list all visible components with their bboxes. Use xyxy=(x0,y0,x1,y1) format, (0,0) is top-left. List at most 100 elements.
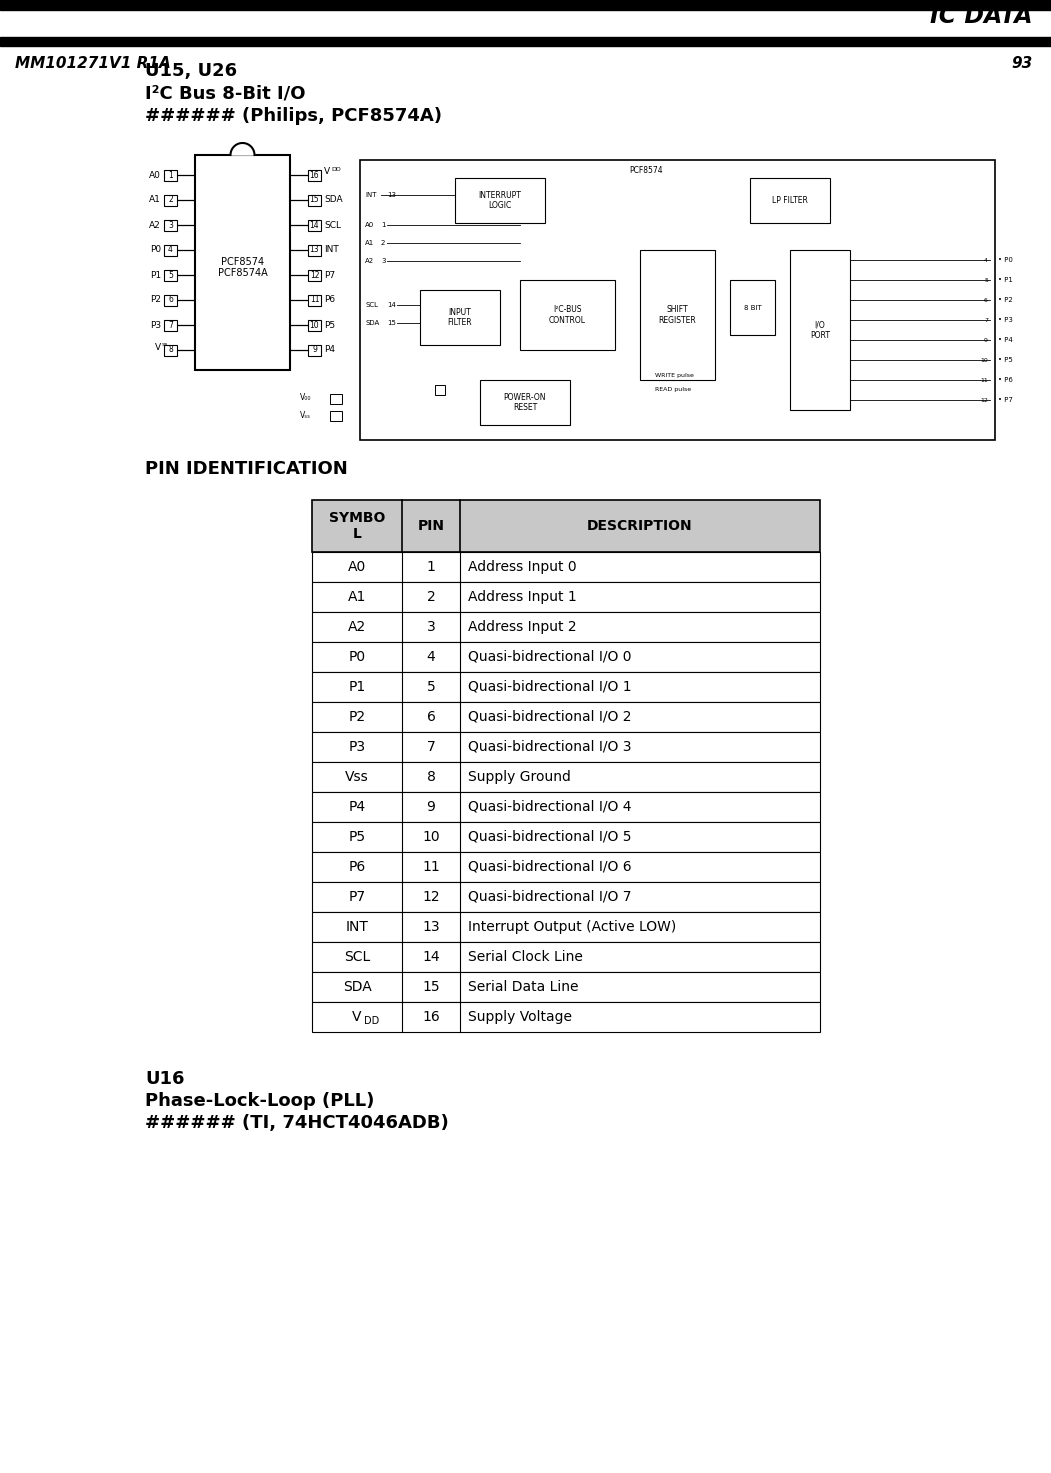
Text: 15: 15 xyxy=(423,980,439,994)
Bar xyxy=(312,822,820,851)
Text: 10: 10 xyxy=(981,358,988,362)
Text: A0: A0 xyxy=(365,222,374,228)
Text: 13: 13 xyxy=(423,921,439,934)
Bar xyxy=(360,161,995,440)
Text: Quasi-bidrectional I/O 4: Quasi-bidrectional I/O 4 xyxy=(468,800,632,815)
Text: 93: 93 xyxy=(1012,56,1033,71)
Text: Supply Voltage: Supply Voltage xyxy=(468,1010,572,1024)
Text: I²C Bus 8-Bit I/O: I²C Bus 8-Bit I/O xyxy=(145,84,306,102)
Text: V: V xyxy=(352,1010,362,1024)
Text: 8 BIT: 8 BIT xyxy=(744,305,761,311)
Text: • P4: • P4 xyxy=(998,337,1013,343)
Text: 6: 6 xyxy=(427,710,435,725)
Text: Quasi-bidrectional I/O 5: Quasi-bidrectional I/O 5 xyxy=(468,829,632,844)
Bar xyxy=(308,295,321,305)
Text: 2: 2 xyxy=(382,240,386,246)
Text: • P7: • P7 xyxy=(998,398,1013,404)
Text: 4: 4 xyxy=(168,246,173,255)
Text: SHIFT
REGISTER: SHIFT REGISTER xyxy=(659,305,697,324)
Text: 9: 9 xyxy=(312,346,317,355)
Text: DESCRIPTION: DESCRIPTION xyxy=(588,518,693,533)
Text: 13: 13 xyxy=(310,246,320,255)
Bar xyxy=(312,672,820,703)
Text: Address Input 2: Address Input 2 xyxy=(468,620,577,633)
Text: SDA: SDA xyxy=(343,980,371,994)
Text: P0: P0 xyxy=(349,650,366,664)
Text: 1: 1 xyxy=(382,222,386,228)
Text: PCF8574: PCF8574 xyxy=(628,166,662,175)
Text: A0: A0 xyxy=(348,560,366,574)
Bar xyxy=(308,345,321,355)
Text: P6: P6 xyxy=(324,296,335,305)
Bar xyxy=(312,732,820,762)
Text: P7: P7 xyxy=(324,271,335,280)
Text: • P5: • P5 xyxy=(998,356,1013,362)
Text: P4: P4 xyxy=(324,346,335,355)
Text: WRITE pulse: WRITE pulse xyxy=(655,373,694,377)
Text: PIN: PIN xyxy=(417,518,445,533)
Bar xyxy=(640,250,715,380)
Text: V: V xyxy=(154,343,161,352)
Bar xyxy=(312,642,820,672)
Text: Serial Data Line: Serial Data Line xyxy=(468,980,578,994)
Bar xyxy=(164,219,177,230)
Text: Address Input 0: Address Input 0 xyxy=(468,560,577,574)
Text: Quasi-bidrectional I/O 3: Quasi-bidrectional I/O 3 xyxy=(468,739,632,754)
Text: • P1: • P1 xyxy=(998,277,1013,283)
Bar xyxy=(308,169,321,181)
Text: 8: 8 xyxy=(168,346,172,355)
Text: DD: DD xyxy=(331,166,341,172)
Polygon shape xyxy=(230,143,254,155)
Text: I²C-BUS
CONTROL: I²C-BUS CONTROL xyxy=(549,305,586,324)
Text: INT: INT xyxy=(324,246,338,255)
Bar xyxy=(312,611,820,642)
Text: SDA: SDA xyxy=(365,320,379,326)
Text: ss: ss xyxy=(162,342,168,348)
Text: 8: 8 xyxy=(427,770,435,784)
Bar xyxy=(730,280,775,334)
Text: Quasi-bidrectional I/O 2: Quasi-bidrectional I/O 2 xyxy=(468,710,632,725)
Bar xyxy=(164,320,177,330)
Text: 2: 2 xyxy=(427,591,435,604)
Text: Vₛₛ: Vₛₛ xyxy=(300,411,311,420)
Text: P0: P0 xyxy=(150,246,161,255)
Bar xyxy=(312,582,820,611)
Text: SDA: SDA xyxy=(324,196,343,205)
Bar xyxy=(312,552,820,582)
Text: 7: 7 xyxy=(168,321,173,330)
Bar xyxy=(164,295,177,305)
Text: INTERRUPT
LOGIC: INTERRUPT LOGIC xyxy=(478,191,521,211)
Text: A1: A1 xyxy=(348,591,366,604)
Bar xyxy=(164,245,177,255)
Text: 10: 10 xyxy=(423,829,439,844)
Text: MM101271V1 R1A: MM101271V1 R1A xyxy=(15,56,170,71)
Bar xyxy=(164,169,177,181)
Text: Phase-Lock-Loop (PLL): Phase-Lock-Loop (PLL) xyxy=(145,1091,374,1111)
Text: 12: 12 xyxy=(981,398,988,402)
Text: Vss: Vss xyxy=(345,770,369,784)
Text: • P6: • P6 xyxy=(998,377,1013,383)
Text: 14: 14 xyxy=(423,950,439,963)
Bar xyxy=(330,411,342,421)
Text: SCL: SCL xyxy=(365,302,378,308)
Bar xyxy=(435,384,445,395)
Text: A1: A1 xyxy=(149,196,161,205)
Text: Quasi-bidrectional I/O 0: Quasi-bidrectional I/O 0 xyxy=(468,650,632,664)
Text: 1: 1 xyxy=(168,171,172,180)
Text: Quasi-bidrectional I/O 6: Quasi-bidrectional I/O 6 xyxy=(468,860,632,873)
Text: • P0: • P0 xyxy=(998,256,1013,264)
Text: A2: A2 xyxy=(348,620,366,633)
Text: P1: P1 xyxy=(348,681,366,694)
Text: ###### (Philips, PCF8574A): ###### (Philips, PCF8574A) xyxy=(145,108,442,125)
Text: 15: 15 xyxy=(310,196,320,205)
Text: ###### (TI, 74HCT4046ADB): ###### (TI, 74HCT4046ADB) xyxy=(145,1114,449,1131)
Bar xyxy=(0,37,1051,46)
Bar xyxy=(312,943,820,972)
Text: P2: P2 xyxy=(349,710,366,725)
Text: 7: 7 xyxy=(427,739,435,754)
Text: PIN IDENTIFICATION: PIN IDENTIFICATION xyxy=(145,460,348,479)
Bar xyxy=(195,155,290,370)
Text: Quasi-bidrectional I/O 1: Quasi-bidrectional I/O 1 xyxy=(468,681,632,694)
Text: 14: 14 xyxy=(310,221,320,230)
Bar xyxy=(312,912,820,943)
